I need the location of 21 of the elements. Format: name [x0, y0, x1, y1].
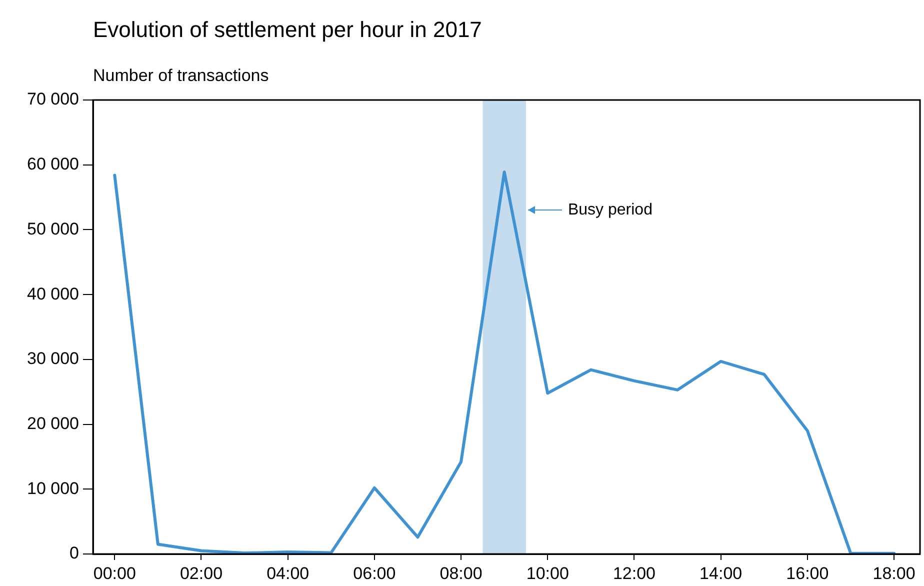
x-tick-label: 00:00: [93, 564, 136, 583]
x-tick-label: 18:00: [872, 564, 916, 583]
x-tick-label: 02:00: [180, 564, 223, 583]
y-tick-label: 50 000: [27, 219, 79, 238]
chart-title: Evolution of settlement per hour in 2017: [93, 17, 482, 42]
y-tick-label: 0: [70, 544, 79, 563]
x-tick-label: 14:00: [700, 564, 742, 583]
y-tick-label: 60 000: [27, 154, 79, 174]
band-label: Busy period: [568, 201, 652, 218]
x-tick-label: 16:00: [786, 564, 829, 583]
y-tick-label: 10 000: [27, 478, 79, 498]
x-tick-label: 12:00: [612, 564, 656, 583]
x-tick-label: 04:00: [266, 564, 310, 583]
y-axis-title: Number of transactions: [93, 66, 269, 85]
x-tick-label: 06:00: [353, 564, 396, 583]
y-tick-label: 30 000: [27, 349, 79, 368]
y-tick-label: 20 000: [27, 414, 79, 433]
x-tick-label: 10:00: [526, 564, 569, 583]
y-tick-label: 70 000: [27, 90, 79, 109]
y-tick-label: 40 000: [27, 284, 79, 304]
x-tick-label: 08:00: [440, 564, 482, 583]
